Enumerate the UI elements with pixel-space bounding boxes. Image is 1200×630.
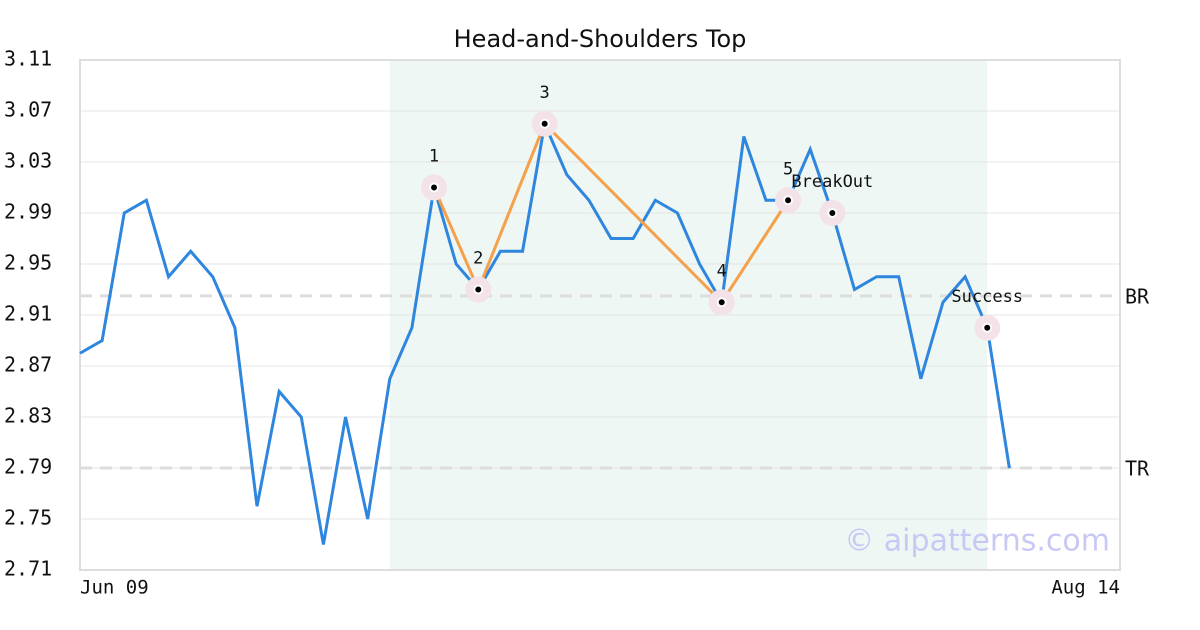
pattern-point-label: 1 — [429, 147, 439, 167]
y-tick-label: 2.79 — [4, 455, 52, 479]
y-tick-label: 3.07 — [4, 98, 52, 122]
pattern-point-label: 5 — [783, 159, 793, 179]
level-label: BR — [1125, 284, 1150, 308]
pattern-point — [539, 118, 550, 129]
signal-point-label: Success — [951, 287, 1023, 307]
pattern-point — [429, 182, 440, 193]
x-tick-label: Jun 09 — [80, 577, 149, 599]
y-tick-label: 3.11 — [4, 47, 52, 71]
pattern-point — [716, 297, 727, 308]
signal-point — [827, 208, 838, 218]
x-tick-label: Aug 14 — [1051, 577, 1120, 599]
signal-point-label: BreakOut — [791, 172, 873, 192]
pattern-point-label: 2 — [473, 249, 483, 269]
y-tick-label: 2.71 — [4, 557, 52, 581]
y-tick-label: 2.87 — [4, 353, 52, 377]
y-tick-label: 2.91 — [4, 302, 52, 326]
y-tick-label: 2.75 — [4, 506, 52, 530]
level-label: TR — [1125, 457, 1150, 481]
watermark: © aipatterns.com — [844, 524, 1110, 559]
y-tick-label: 2.99 — [4, 200, 52, 224]
y-tick-label: 3.03 — [4, 149, 52, 173]
pattern-point-label: 4 — [717, 261, 727, 281]
pattern-point-label: 3 — [540, 83, 550, 103]
plot-frame — [79, 59, 1121, 571]
signal-point — [982, 322, 993, 333]
y-tick-label: 2.95 — [4, 251, 52, 275]
chart-title: Head-and-Shoulders Top — [454, 25, 747, 53]
pattern-point — [783, 195, 794, 206]
y-tick-label: 2.83 — [4, 404, 52, 428]
pattern-point — [473, 284, 484, 295]
